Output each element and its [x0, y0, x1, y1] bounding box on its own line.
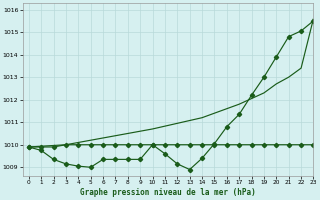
X-axis label: Graphe pression niveau de la mer (hPa): Graphe pression niveau de la mer (hPa) [80, 188, 256, 197]
